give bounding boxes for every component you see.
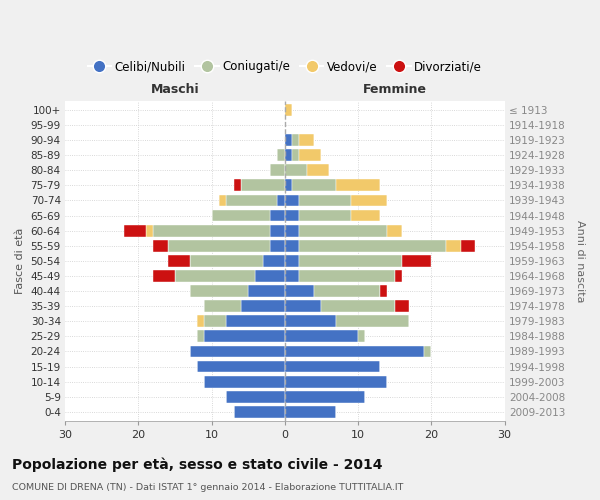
Bar — [388, 224, 402, 236]
Bar — [285, 270, 299, 282]
Bar — [285, 180, 292, 191]
Bar — [219, 194, 226, 206]
Bar — [292, 134, 299, 146]
Bar — [285, 134, 292, 146]
Bar — [175, 270, 256, 282]
Bar — [197, 330, 204, 342]
Bar — [285, 316, 336, 327]
Bar — [395, 270, 402, 282]
Bar — [124, 224, 146, 236]
Y-axis label: Fasce di età: Fasce di età — [15, 228, 25, 294]
Bar — [146, 224, 153, 236]
Bar — [241, 180, 285, 191]
Bar — [461, 240, 475, 252]
Bar — [299, 194, 351, 206]
Bar — [167, 240, 270, 252]
Bar — [204, 376, 285, 388]
Bar — [167, 255, 190, 266]
Bar — [277, 194, 285, 206]
Bar — [153, 240, 167, 252]
Bar — [190, 285, 248, 297]
Bar — [380, 285, 388, 297]
Text: Popolazione per età, sesso e stato civile - 2014: Popolazione per età, sesso e stato civil… — [12, 458, 383, 472]
Bar — [424, 346, 431, 358]
Bar — [314, 285, 380, 297]
Bar — [285, 360, 380, 372]
Bar — [299, 224, 388, 236]
Bar — [153, 224, 270, 236]
Bar — [241, 300, 285, 312]
Bar — [446, 240, 461, 252]
Bar — [395, 300, 409, 312]
Bar — [204, 300, 241, 312]
Bar — [153, 270, 175, 282]
Bar — [285, 285, 314, 297]
Bar — [299, 149, 322, 161]
Bar — [226, 194, 277, 206]
Bar — [190, 346, 285, 358]
Bar — [263, 255, 285, 266]
Text: Maschi: Maschi — [151, 83, 199, 96]
Bar — [270, 240, 285, 252]
Bar — [285, 391, 365, 402]
Bar — [299, 134, 314, 146]
Bar — [285, 104, 292, 116]
Bar — [233, 180, 241, 191]
Bar — [285, 376, 388, 388]
Bar — [351, 210, 380, 222]
Bar — [307, 164, 329, 176]
Bar — [190, 255, 263, 266]
Bar — [248, 285, 285, 297]
Bar — [402, 255, 431, 266]
Bar — [299, 210, 351, 222]
Bar — [358, 330, 365, 342]
Bar — [270, 210, 285, 222]
Bar — [270, 224, 285, 236]
Bar — [285, 149, 292, 161]
Bar — [285, 224, 299, 236]
Bar — [322, 300, 395, 312]
Bar — [285, 346, 424, 358]
Legend: Celibi/Nubili, Coniugati/e, Vedovi/e, Divorziati/e: Celibi/Nubili, Coniugati/e, Vedovi/e, Di… — [83, 56, 487, 78]
Bar — [299, 255, 402, 266]
Bar — [197, 316, 204, 327]
Bar — [285, 194, 299, 206]
Bar — [336, 316, 409, 327]
Bar — [285, 255, 299, 266]
Bar — [204, 330, 285, 342]
Bar — [285, 330, 358, 342]
Bar — [299, 240, 446, 252]
Bar — [204, 316, 226, 327]
Bar — [226, 391, 285, 402]
Bar — [351, 194, 388, 206]
Bar — [336, 180, 380, 191]
Bar — [233, 406, 285, 418]
Bar — [299, 270, 395, 282]
Bar — [285, 210, 299, 222]
Bar — [285, 240, 299, 252]
Bar — [197, 360, 285, 372]
Bar — [226, 316, 285, 327]
Bar — [285, 300, 322, 312]
Bar — [292, 149, 299, 161]
Bar — [292, 180, 336, 191]
Bar — [285, 406, 336, 418]
Bar — [256, 270, 285, 282]
Text: COMUNE DI DRENA (TN) - Dati ISTAT 1° gennaio 2014 - Elaborazione TUTTITALIA.IT: COMUNE DI DRENA (TN) - Dati ISTAT 1° gen… — [12, 484, 403, 492]
Bar — [270, 164, 285, 176]
Text: Femmine: Femmine — [363, 83, 427, 96]
Bar — [212, 210, 270, 222]
Y-axis label: Anni di nascita: Anni di nascita — [575, 220, 585, 302]
Bar — [285, 164, 307, 176]
Bar — [277, 149, 285, 161]
